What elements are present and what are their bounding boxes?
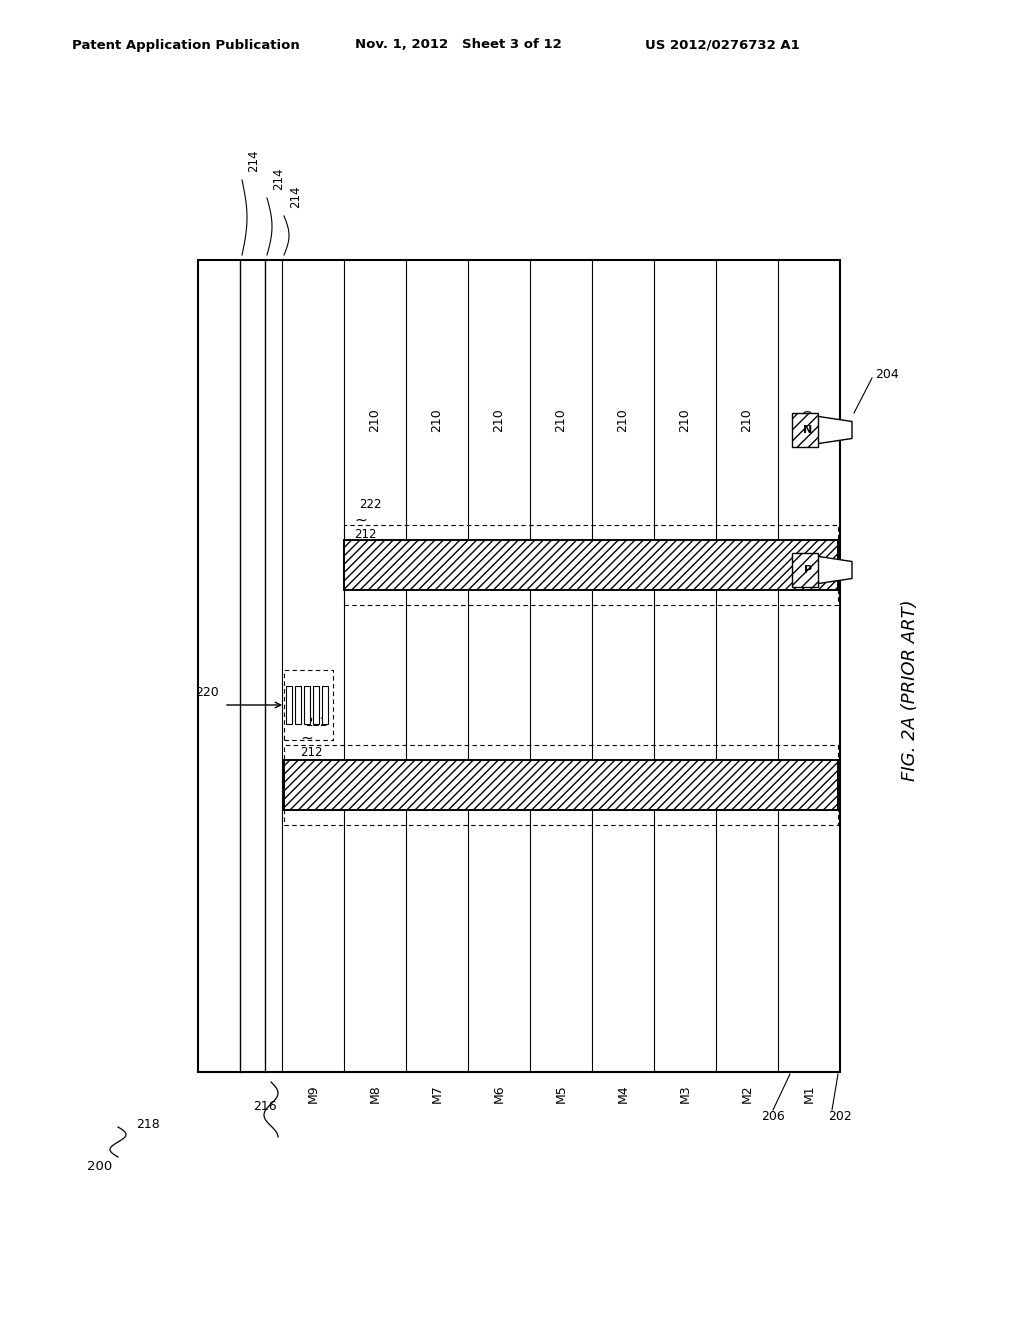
Text: Nov. 1, 2012   Sheet 3 of 12: Nov. 1, 2012 Sheet 3 of 12 bbox=[355, 38, 562, 51]
Bar bbox=[284, 760, 838, 810]
Text: Patent Application Publication: Patent Application Publication bbox=[72, 38, 300, 51]
Text: M6: M6 bbox=[493, 1084, 506, 1102]
Text: 200: 200 bbox=[87, 1160, 113, 1173]
Text: M9: M9 bbox=[306, 1084, 319, 1102]
Bar bbox=[792, 413, 818, 447]
Text: 214: 214 bbox=[289, 186, 302, 209]
Text: 210: 210 bbox=[555, 408, 567, 432]
Bar bbox=[792, 553, 818, 587]
Text: 212: 212 bbox=[354, 528, 377, 541]
Text: 210: 210 bbox=[369, 408, 382, 432]
Text: N: N bbox=[803, 425, 812, 436]
Bar bbox=[286, 686, 293, 725]
Text: M8: M8 bbox=[369, 1084, 382, 1102]
Text: 222: 222 bbox=[305, 715, 328, 729]
Bar bbox=[304, 686, 310, 725]
Text: 210: 210 bbox=[679, 408, 691, 432]
Text: 214: 214 bbox=[247, 149, 260, 172]
Text: 210: 210 bbox=[493, 408, 506, 432]
Text: 216: 216 bbox=[253, 1101, 278, 1114]
Text: ~: ~ bbox=[354, 512, 368, 528]
Text: M2: M2 bbox=[740, 1084, 754, 1102]
Text: M5: M5 bbox=[555, 1084, 567, 1102]
Text: P: P bbox=[804, 565, 812, 576]
Text: M1: M1 bbox=[803, 1084, 815, 1102]
Text: 220: 220 bbox=[196, 686, 219, 700]
Text: 210: 210 bbox=[430, 408, 443, 432]
Text: 212: 212 bbox=[300, 746, 323, 759]
Text: 204: 204 bbox=[874, 368, 899, 381]
Text: 214: 214 bbox=[272, 168, 285, 190]
Bar bbox=[313, 686, 319, 725]
Text: 222: 222 bbox=[359, 499, 382, 511]
Text: 218: 218 bbox=[136, 1118, 160, 1130]
Text: FIG. 2A (PRIOR ART): FIG. 2A (PRIOR ART) bbox=[901, 599, 919, 781]
Text: 206: 206 bbox=[761, 1110, 784, 1123]
Text: US 2012/0276732 A1: US 2012/0276732 A1 bbox=[645, 38, 800, 51]
Text: 202: 202 bbox=[828, 1110, 852, 1123]
Polygon shape bbox=[818, 557, 852, 583]
Text: M4: M4 bbox=[616, 1084, 630, 1102]
Bar bbox=[198, 260, 840, 1072]
Bar bbox=[322, 686, 329, 725]
Text: 210: 210 bbox=[740, 408, 754, 432]
Text: 210: 210 bbox=[616, 408, 630, 432]
Text: 210: 210 bbox=[803, 408, 815, 432]
Bar bbox=[344, 540, 838, 590]
Text: M3: M3 bbox=[679, 1084, 691, 1102]
Text: M7: M7 bbox=[430, 1084, 443, 1102]
Polygon shape bbox=[818, 416, 852, 444]
Text: ~: ~ bbox=[300, 730, 313, 746]
Bar bbox=[295, 686, 301, 725]
